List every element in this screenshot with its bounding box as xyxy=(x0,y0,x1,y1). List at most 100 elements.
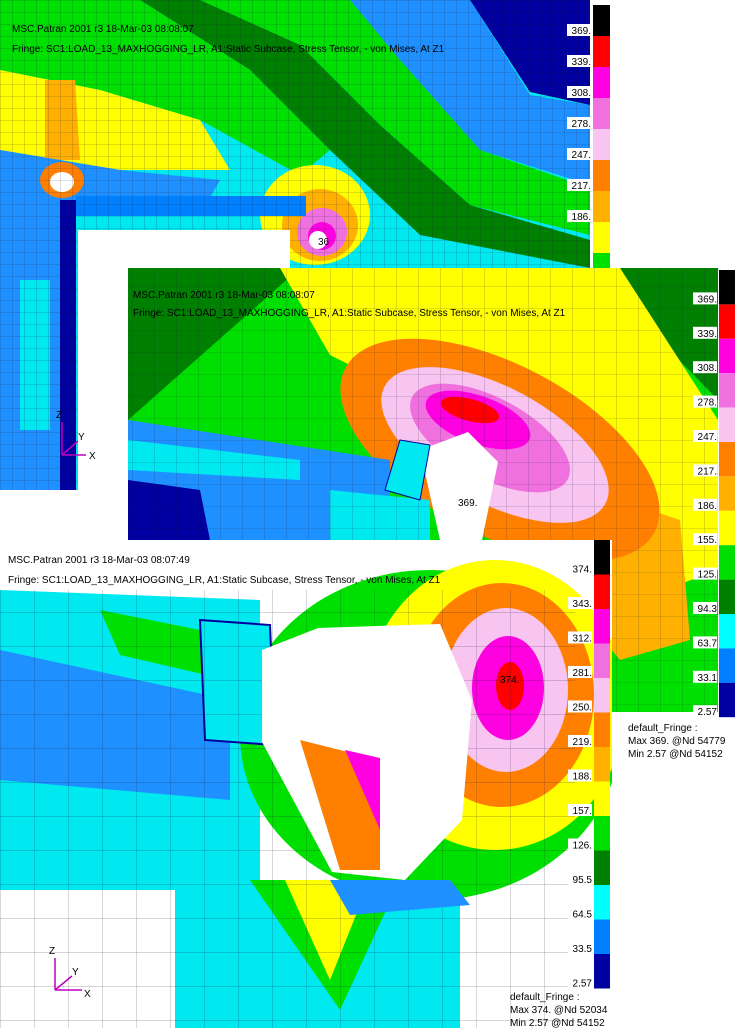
footer-line: Min 2.57 @Nd 54152 xyxy=(628,749,723,760)
legend-label-bg xyxy=(693,498,717,511)
legend-swatch xyxy=(593,191,610,222)
legend-swatch xyxy=(593,36,610,67)
legend-label-bg xyxy=(568,838,592,851)
legend-swatch xyxy=(719,682,735,718)
legend-label-bg xyxy=(693,464,717,477)
axis-triad: Z Y X xyxy=(49,946,91,1000)
legend-label-bg xyxy=(568,873,592,885)
legend-swatch xyxy=(594,781,610,816)
legend-label: 126. xyxy=(573,841,592,852)
legend-label-bg xyxy=(567,148,591,160)
legend-label-bg xyxy=(568,631,592,644)
legend-swatch xyxy=(719,476,735,511)
legend-swatch xyxy=(719,614,735,649)
triad-label: Z xyxy=(56,410,62,421)
legend-label: 339. xyxy=(698,329,717,340)
header-fringe: Fringe: SC1:LOAD_13_MAXHOGGING_LR, A1:St… xyxy=(133,308,566,319)
legend-label: 186. xyxy=(698,501,717,512)
triad-label: X xyxy=(84,989,91,1000)
legend-swatch xyxy=(593,129,610,160)
legend-label-bg xyxy=(693,326,717,339)
legend-label: 308. xyxy=(572,88,591,99)
legend-label: 125. xyxy=(698,570,717,581)
fringe-plot xyxy=(128,268,718,760)
legend-label-bg xyxy=(568,700,592,713)
legend-swatch xyxy=(719,510,735,546)
legend-label: 155. xyxy=(698,535,717,546)
legend-swatch xyxy=(594,816,610,851)
legend-label: 186. xyxy=(572,212,591,223)
legend-label-bg xyxy=(693,361,717,374)
header-title: MSC.Patran 2001 r3 18-Mar-03 08:07:49 xyxy=(8,555,190,566)
header-fringe: Fringe: SC1:LOAD_13_MAXHOGGING_LR, A1:St… xyxy=(8,575,441,586)
legend-label-bg xyxy=(568,976,592,989)
legend-label: 157. xyxy=(573,806,592,817)
legend-swatch xyxy=(594,643,610,678)
legend-swatch xyxy=(594,954,610,989)
legend-swatch xyxy=(719,304,735,339)
legend-swatch xyxy=(594,850,610,885)
legend-label-bg xyxy=(567,117,591,129)
legend-label-bg xyxy=(567,210,591,222)
legend-label: 369. xyxy=(698,294,717,305)
legend-label: 343. xyxy=(573,599,592,610)
legend-label: 308. xyxy=(698,363,717,374)
footer-line: default_Fringe : xyxy=(510,992,580,1003)
legend-swatch xyxy=(594,609,610,644)
legend-label: 278. xyxy=(698,398,717,409)
fringe-panel: Z Y X MSC.Patran 2001 r3 18-Mar-03 08:08… xyxy=(0,0,610,490)
legend-swatch xyxy=(593,160,610,191)
legend-label: 281. xyxy=(573,668,592,679)
legend-label-bg xyxy=(567,179,591,191)
legend-swatch xyxy=(593,67,610,98)
legend-swatch xyxy=(719,270,735,305)
legend-label-bg xyxy=(693,705,717,718)
legend-swatch xyxy=(719,373,735,408)
legend-swatch xyxy=(593,5,610,36)
max-annotation: 369. xyxy=(458,498,477,509)
legend-label-bg xyxy=(568,735,592,747)
legend-swatch xyxy=(594,540,610,575)
legend-swatch xyxy=(719,579,735,614)
legend-swatch xyxy=(719,407,735,442)
legend-swatch xyxy=(719,338,735,374)
legend-label: 247. xyxy=(572,150,591,161)
legend-label: 33.1 xyxy=(698,673,718,684)
legend-label-bg xyxy=(693,670,717,683)
footer-line: Min 2.57 @Nd 54152 xyxy=(510,1018,605,1028)
legend-label: 250. xyxy=(573,703,592,714)
legend-label: 219. xyxy=(573,737,592,748)
legend-label: 217. xyxy=(698,466,717,477)
legend-label: 95.5 xyxy=(573,875,593,886)
legend-label-bg xyxy=(693,533,717,546)
legend-swatch xyxy=(719,442,735,477)
legend-swatch xyxy=(719,648,735,683)
legend-label-bg xyxy=(568,769,592,782)
legend-label: 63.7 xyxy=(698,638,718,649)
legend-label: 247. xyxy=(698,432,717,443)
legend-label-bg xyxy=(693,292,717,305)
legend-label: 64.5 xyxy=(573,910,593,921)
legend-label-bg xyxy=(568,804,592,816)
footer-line: Max 374. @Nd 52034 xyxy=(510,1005,608,1016)
triad-label: Z xyxy=(49,946,55,957)
footer-line: default_Fringe : xyxy=(628,723,698,734)
legend-label-bg xyxy=(693,602,717,614)
header-title: MSC.Patran 2001 r3 18-Mar-03 08:08:07 xyxy=(133,290,315,301)
legend-swatch xyxy=(594,574,610,609)
legend-swatch xyxy=(594,712,610,747)
legend-label: 33.5 xyxy=(573,944,593,955)
legend-swatch xyxy=(594,885,610,920)
axis-triad: Z Y X xyxy=(56,410,96,462)
footer-line: Max 369. @Nd 54779 xyxy=(628,736,726,747)
legend-label-bg xyxy=(568,666,592,678)
legend-label-bg xyxy=(568,907,592,920)
legend-label-bg xyxy=(693,636,717,649)
legend-label-bg xyxy=(567,55,591,67)
legend-label: 278. xyxy=(572,119,591,130)
triad-label: Y xyxy=(72,967,79,978)
fringe-plot xyxy=(0,560,612,1028)
max-annotation: 374. xyxy=(500,675,519,686)
legend-label-bg xyxy=(568,942,592,954)
legend-label-bg xyxy=(567,24,591,36)
